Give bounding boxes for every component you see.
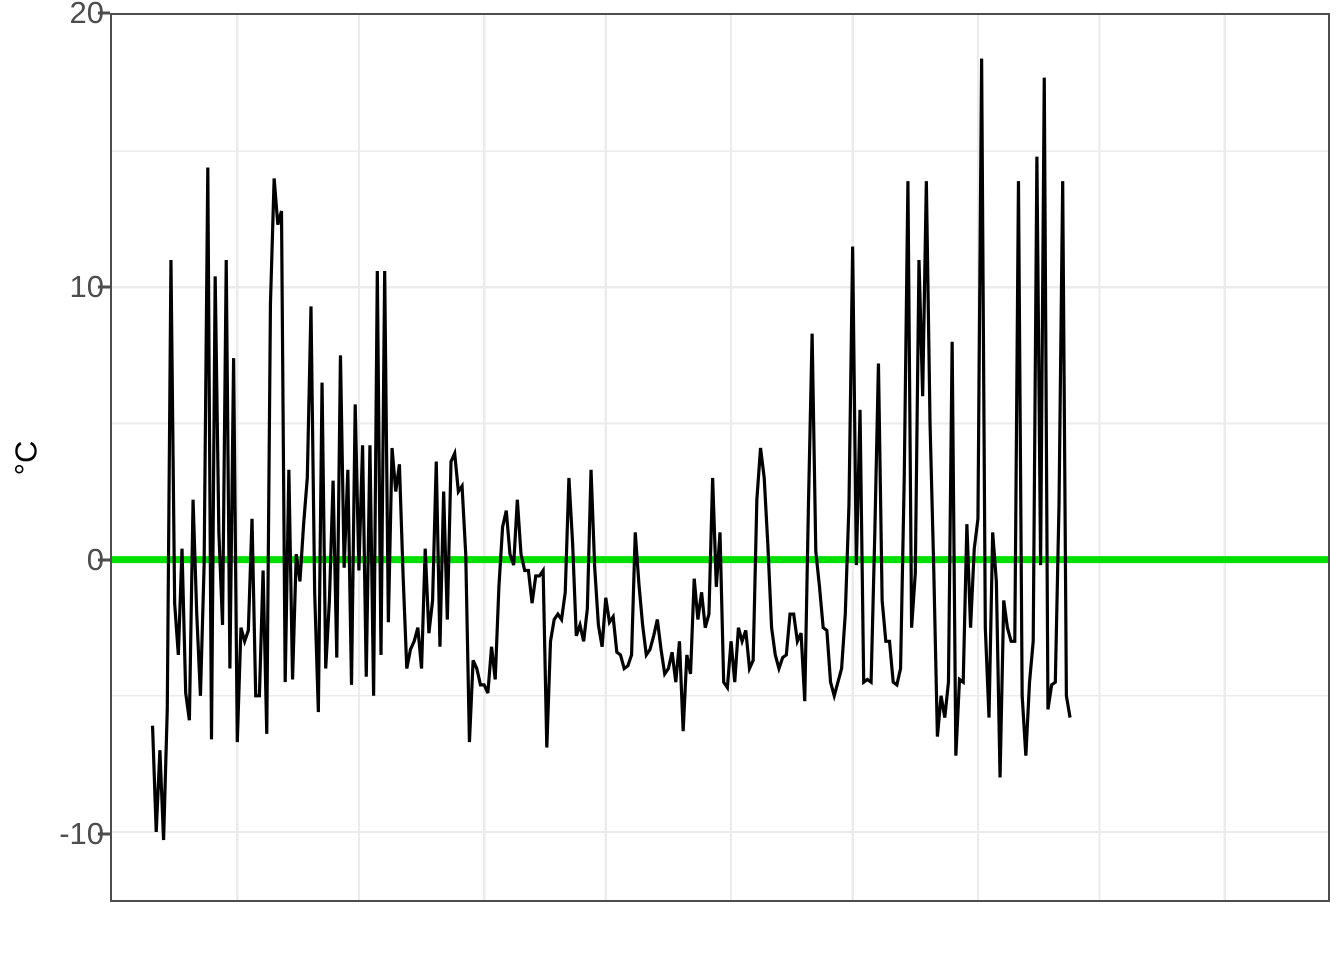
- y-tick-label-0: 20: [69, 0, 104, 30]
- data-series-line: [150, 58, 1072, 841]
- y-tick-label-3: -10: [59, 815, 104, 851]
- y-tick-mark-1: [98, 285, 110, 289]
- y-tick-mark-2: [98, 558, 110, 562]
- y-tick-mark-3: [98, 832, 110, 836]
- plot-panel: [110, 13, 1330, 902]
- y-tick-label-2: 0: [86, 542, 104, 578]
- y-axis-tick-labels: 20 10 0 -10: [0, 0, 110, 960]
- y-tick-label-1: 10: [69, 268, 104, 304]
- y-tick-mark-0: [98, 11, 110, 15]
